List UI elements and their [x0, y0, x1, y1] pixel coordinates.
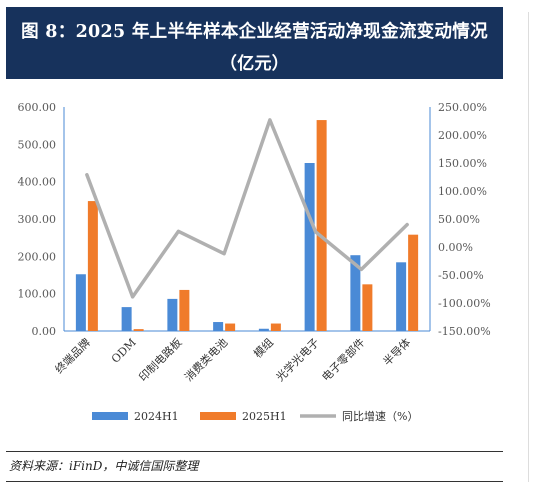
bar-2024H1-ODM — [121, 307, 132, 331]
bar-2025H1-消费类电池 — [225, 323, 236, 331]
bar-2024H1-模组 — [258, 328, 269, 331]
y-right-tick-label: 150.00% — [438, 157, 487, 170]
x-category-label: 消费类电池 — [181, 335, 230, 384]
legend-label: 2025H1 — [242, 410, 287, 423]
figure-title-unit: （亿元） — [219, 54, 290, 74]
y-left-tick-label: 100.00 — [18, 288, 57, 301]
growth-point-ODM — [131, 295, 135, 299]
x-category-label: 印制电路板 — [136, 335, 185, 384]
y-left-tick-label: 400.00 — [18, 176, 57, 189]
growth-point-半导体 — [405, 223, 409, 227]
growth-rate-line — [85, 118, 409, 299]
y-right-tick-label: -150.00% — [438, 325, 491, 338]
legend-label: 2024H1 — [134, 410, 179, 423]
y-right-tick-label: 100.00% — [438, 185, 487, 198]
y-right-tick-label: 50.00% — [438, 213, 480, 226]
growth-point-模组 — [268, 118, 272, 122]
bar-2024H1-终端品牌 — [75, 274, 86, 331]
y-left-tick-label: 200.00 — [18, 250, 57, 263]
bar-2025H1-光学光电子 — [316, 120, 327, 331]
x-category-label: 半导体 — [380, 335, 413, 368]
y-right-tick-label: -100.00% — [438, 297, 491, 310]
bar-2025H1-ODM — [133, 329, 144, 331]
figure-title-bar: 图 8：2025 年上半年样本企业经营活动净现金流变动情况 （亿元） — [6, 7, 503, 79]
x-category-label: 模组 — [251, 335, 276, 360]
y-right-tick-label: 250.00% — [438, 101, 487, 114]
growth-point-电子零部件 — [359, 267, 363, 271]
page-edge-rule — [528, 12, 529, 482]
growth-point-消费类电池 — [222, 252, 226, 256]
x-category-label: 光学光电子 — [273, 335, 322, 384]
growth-point-光学光电子 — [314, 230, 318, 234]
y-right-tick-label: -50.00% — [438, 269, 484, 282]
bar-2025H1-印制电路板 — [179, 289, 190, 331]
bar-2024H1-电子零部件 — [350, 255, 361, 331]
bar-2025H1-电子零部件 — [362, 284, 373, 331]
source-note: 资料来源：iFinD，中诚信国际整理 — [9, 459, 199, 473]
chart-svg: 0.00 100.00 200.00 300.00 400.00 500.00 600.00… — [18, 101, 491, 423]
growth-point-印制电路板 — [176, 229, 180, 233]
y-left-tick-label: 0.00 — [32, 325, 57, 338]
bar-2025H1-终端品牌 — [87, 201, 98, 331]
x-category-label: 电子零部件 — [319, 335, 368, 384]
y-left-tick-label: 500.00 — [18, 138, 57, 151]
bar-2024H1-消费类电池 — [213, 322, 224, 331]
source-bottom-rule — [6, 481, 503, 482]
source-top-rule — [6, 451, 503, 452]
bar-2025H1-模组 — [270, 323, 281, 331]
x-category-label: ODM — [109, 336, 139, 366]
y-right-tick-label: 200.00% — [438, 129, 487, 142]
chart-area: 0.00 100.00 200.00 300.00 400.00 500.00 600.00… — [0, 82, 510, 452]
legend-swatch-2024H1 — [92, 412, 128, 420]
bar-2024H1-光学光电子 — [304, 163, 315, 331]
bar-2025H1-半导体 — [408, 234, 419, 331]
y-right-tick-label: 0.00% — [438, 241, 473, 254]
legend-label: 同比增速（%） — [342, 409, 418, 423]
bar-2024H1-半导体 — [396, 262, 407, 331]
y-left-tick-label: 300.00 — [18, 213, 57, 226]
legend-swatch-2025H1 — [200, 412, 236, 420]
growth-point-终端品牌 — [85, 173, 89, 177]
y-left-tick-label: 600.00 — [18, 101, 57, 114]
bar-2024H1-印制电路板 — [167, 298, 178, 331]
figure-title: 图 8：2025 年上半年样本企业经营活动净现金流变动情况 — [21, 22, 488, 42]
x-category-label: 终端品牌 — [52, 335, 93, 376]
